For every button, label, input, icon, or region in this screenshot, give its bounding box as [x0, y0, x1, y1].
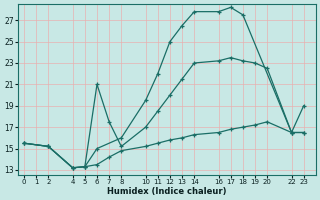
X-axis label: Humidex (Indice chaleur): Humidex (Indice chaleur)	[107, 187, 227, 196]
